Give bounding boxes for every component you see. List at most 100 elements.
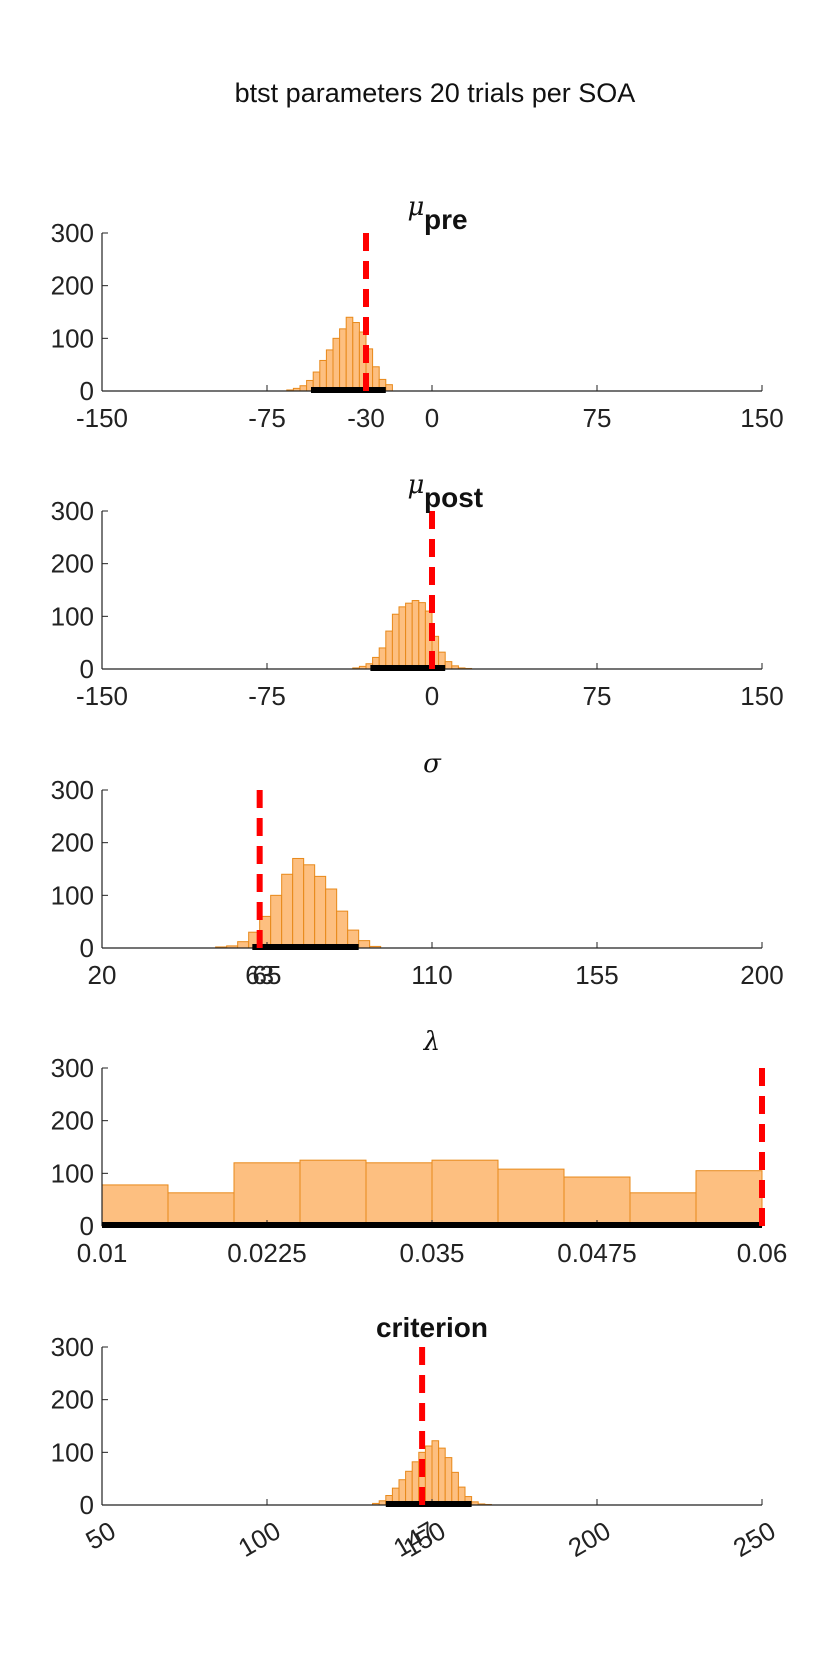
panel-title-symbol: μ xyxy=(408,192,425,222)
y-tick-label: 300 xyxy=(51,218,94,248)
y-tick-label: 300 xyxy=(51,775,94,805)
histogram-bar xyxy=(339,328,347,392)
histogram-bar xyxy=(411,600,420,670)
y-tick-label: 100 xyxy=(51,1437,94,1467)
histogram-bar xyxy=(497,1168,565,1227)
histogram-bar xyxy=(438,1447,446,1506)
histogram-bar xyxy=(391,613,400,670)
histogram-bar xyxy=(431,1159,499,1227)
histogram-bar xyxy=(563,1176,631,1227)
histogram-bar xyxy=(405,1470,413,1506)
histogram-bar xyxy=(303,864,316,949)
x-tick-label: -150 xyxy=(76,403,128,433)
histogram-bar xyxy=(385,384,393,392)
y-tick-label: 300 xyxy=(51,496,94,526)
histogram-bar xyxy=(270,894,283,949)
x-tick-label: -150 xyxy=(76,681,128,711)
y-tick-label: 200 xyxy=(51,828,94,858)
histogram-bar xyxy=(332,337,341,392)
x-tick-label: 110 xyxy=(411,960,452,990)
y-tick-label: 200 xyxy=(51,1385,94,1415)
x-tick-label: 250 xyxy=(728,1515,781,1563)
histogram-bar xyxy=(431,1440,440,1506)
figure-title: btst parameters 20 trials per SOA xyxy=(234,78,636,108)
y-tick-label: 200 xyxy=(51,549,94,579)
panel-1: 0 100 200 300 -150 -75 -30 0 75 150 μ pre xyxy=(51,192,784,433)
histogram-bar xyxy=(365,1162,433,1227)
x-tick-label: 0.035 xyxy=(399,1238,464,1268)
y-tick-label: 300 xyxy=(51,1053,94,1083)
histogram-bar xyxy=(319,359,327,392)
x-tick-label: 200 xyxy=(563,1515,616,1563)
y-tick-label: 0 xyxy=(80,1490,94,1520)
x-tick-label: 0 xyxy=(425,403,439,433)
y-tick-label: 200 xyxy=(51,271,94,301)
y-tick-label: 0 xyxy=(80,933,94,963)
histogram-bar xyxy=(101,1184,169,1227)
x-tick-label: 0 xyxy=(425,681,439,711)
histogram-bar xyxy=(281,873,294,949)
panel-title-symbol: λ xyxy=(423,1027,440,1057)
histogram-bar xyxy=(299,385,308,392)
panel-title-subscript: pre xyxy=(424,204,468,235)
histogram-bar xyxy=(424,1445,433,1506)
y-tick-label: 100 xyxy=(51,1158,94,1188)
histogram-bar xyxy=(385,630,393,670)
histogram-bar xyxy=(299,1159,367,1227)
x-tick-label: 20 xyxy=(88,960,117,990)
x-tick-label: 0.0475 xyxy=(557,1238,637,1268)
histogram-bar xyxy=(233,1162,301,1227)
histogram-bar xyxy=(451,1471,459,1506)
histogram-bar xyxy=(695,1170,763,1227)
y-tick-label: 100 xyxy=(51,323,94,353)
histogram-bar xyxy=(629,1192,697,1227)
panel-2: 0 100 200 300 -150 -75 0 75 150 μ post xyxy=(51,470,784,711)
histogram-bar xyxy=(418,602,426,670)
y-tick-label: 200 xyxy=(51,1106,94,1136)
x-tick-label: 0.0225 xyxy=(227,1238,307,1268)
histogram-bar xyxy=(237,941,250,949)
x-tick-label: 150 xyxy=(740,403,783,433)
x-tick-label: 155 xyxy=(575,960,618,990)
histogram-bar xyxy=(325,349,334,392)
x-tick-label: 50 xyxy=(81,1515,121,1555)
x-tick-label: 100 xyxy=(233,1515,286,1563)
histogram-bar xyxy=(345,316,354,392)
y-tick-label: 0 xyxy=(80,1211,94,1241)
histogram-bar xyxy=(398,606,407,670)
y-tick-label: 300 xyxy=(51,1332,94,1362)
x-tick-label: 65 xyxy=(253,960,282,990)
histogram-bar xyxy=(444,661,453,670)
x-tick-label: 0.01 xyxy=(77,1238,128,1268)
y-tick-label: 100 xyxy=(51,601,94,631)
x-tick-label: 63 xyxy=(245,960,274,990)
panel-title-subscript: post xyxy=(424,482,483,513)
panel-title-symbol: σ xyxy=(423,749,442,779)
histogram-bar xyxy=(167,1192,235,1227)
panel-4: 0 100 200 300 0.01 0.0225 0.035 0.0475 0.06 λ xyxy=(51,1027,788,1268)
histogram-bar xyxy=(325,888,338,949)
histogram-bar xyxy=(411,1461,420,1506)
y-tick-label: 0 xyxy=(80,654,94,684)
histogram-bar xyxy=(352,322,360,392)
x-tick-label: -75 xyxy=(248,403,286,433)
panel-title-symbol: μ xyxy=(408,470,425,500)
histogram-bar xyxy=(358,940,371,949)
x-tick-label: 75 xyxy=(583,403,612,433)
x-tick-label: 150 xyxy=(740,681,783,711)
histogram-bar xyxy=(405,602,413,670)
x-tick-label: 0.06 xyxy=(737,1238,788,1268)
x-tick-label: -75 xyxy=(248,681,286,711)
x-tick-label: -30 xyxy=(347,403,385,433)
histogram-bar xyxy=(444,1457,453,1506)
histogram-bar xyxy=(378,1500,387,1506)
y-tick-label: 0 xyxy=(80,376,94,406)
x-tick-label: 75 xyxy=(583,681,612,711)
panel-title: criterion xyxy=(376,1312,488,1343)
histogram-bar xyxy=(336,910,349,949)
histogram-bar xyxy=(314,875,327,949)
histogram-bar xyxy=(292,857,305,949)
